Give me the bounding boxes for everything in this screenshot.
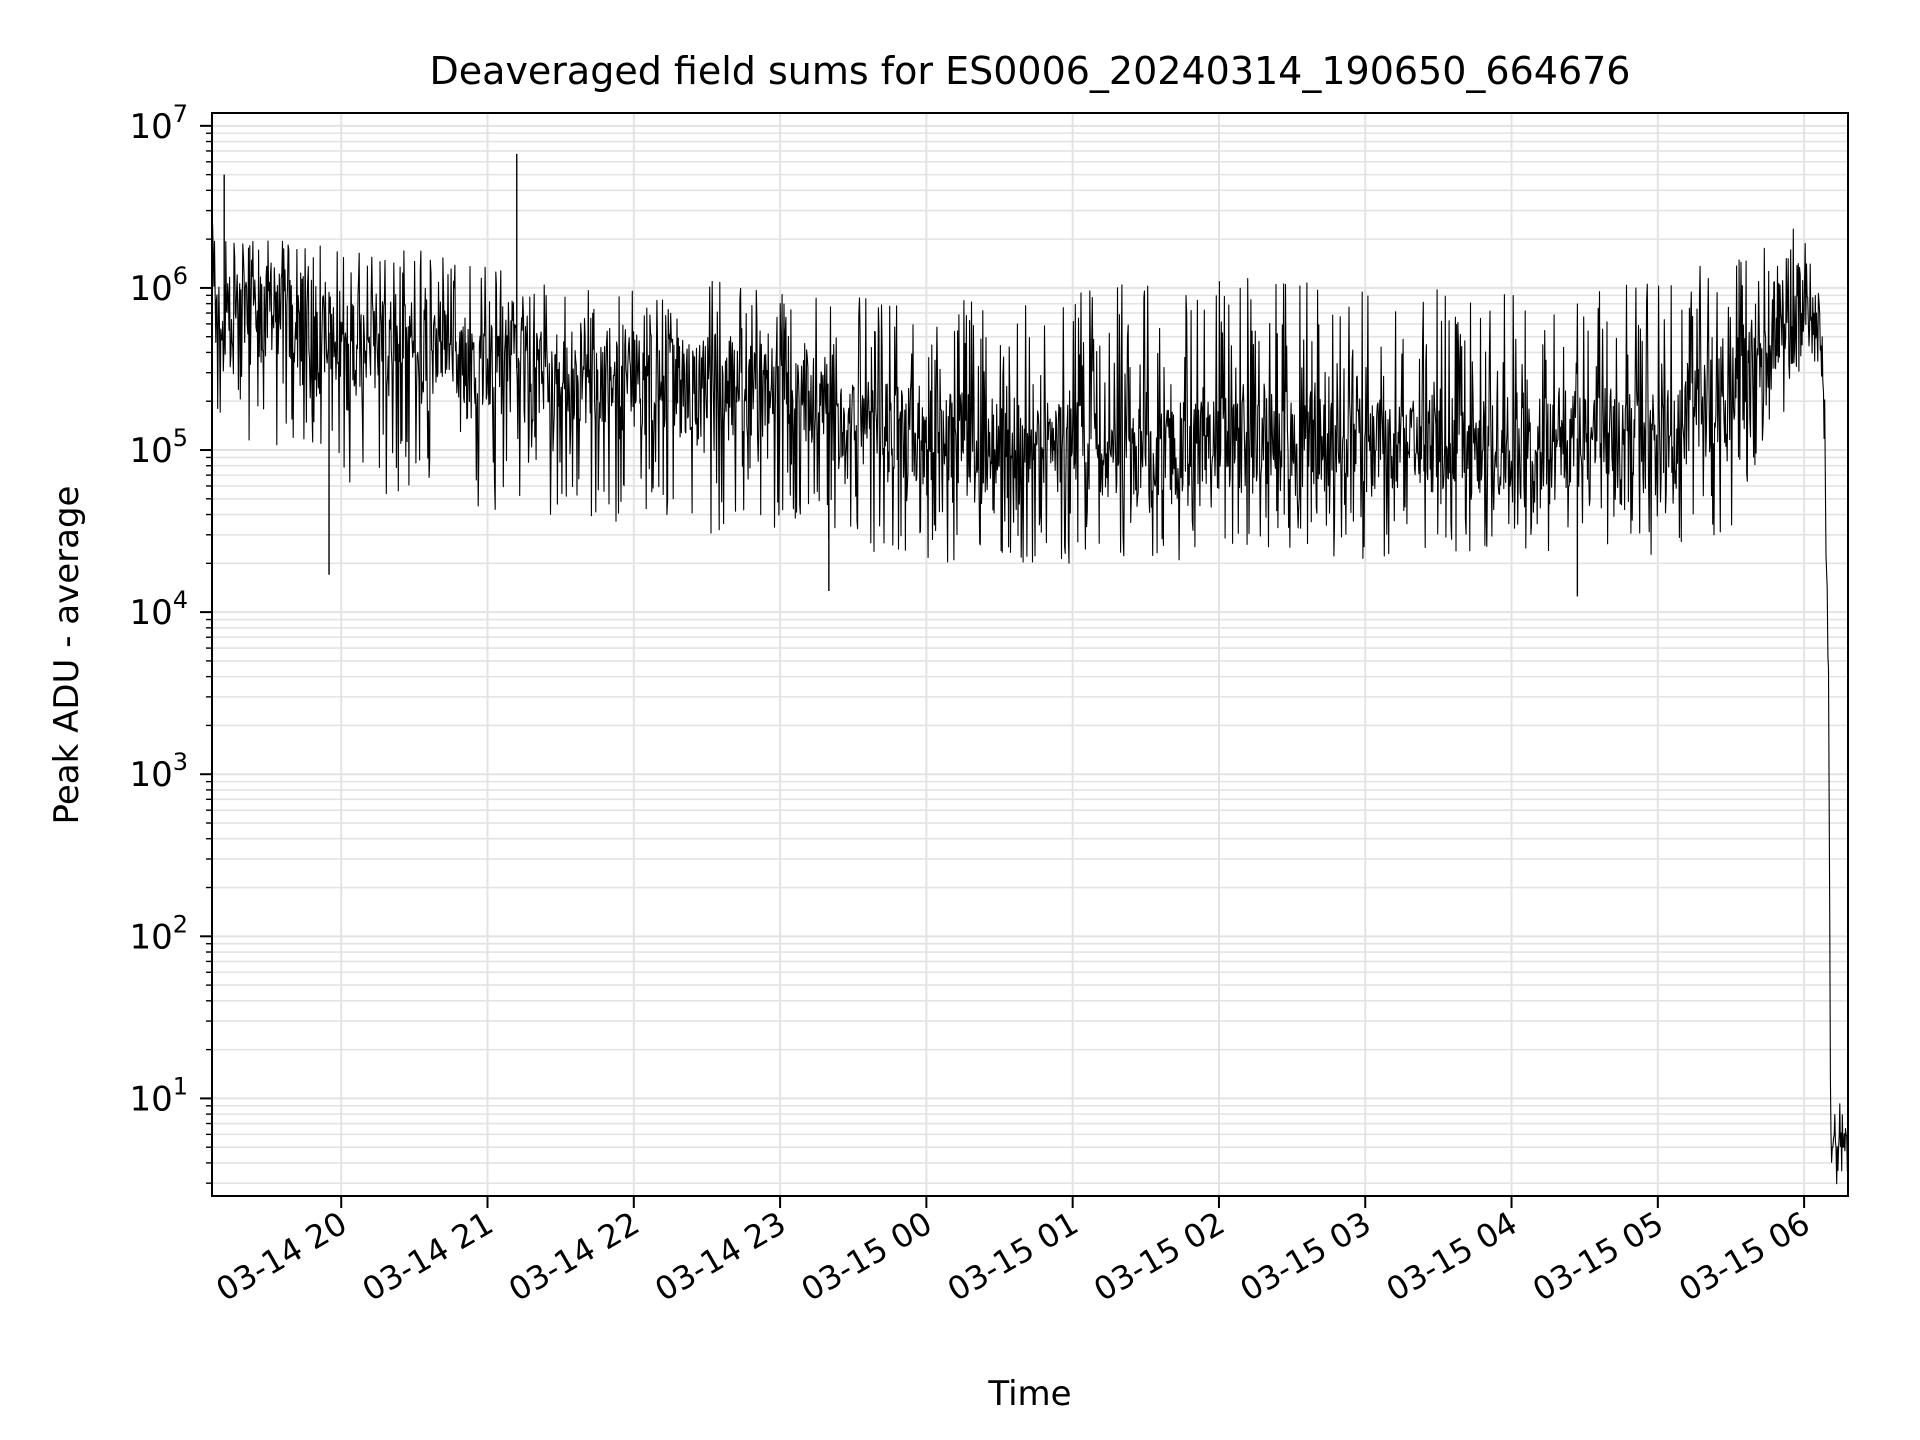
plot-frame [211, 112, 1849, 1197]
series-layer [211, 154, 1849, 1185]
chart-title: Deaveraged field sums for ES0006_2024031… [430, 49, 1631, 93]
y-tick-label: 102 [129, 910, 188, 957]
y-tick-label: 103 [129, 748, 188, 795]
x-axis-label: Time [987, 1374, 1071, 1414]
y-tick-label: 105 [129, 424, 188, 471]
y-axis-label: Peak ADU - average [47, 486, 87, 825]
y-tick-label: 104 [129, 586, 188, 633]
series-line [211, 223, 1849, 1185]
y-tick-label: 101 [129, 1072, 188, 1119]
y-axis: 101 102 103 104 105 106 107 [129, 100, 212, 1184]
grid [212, 113, 1848, 1196]
y-tick-label: 107 [129, 100, 188, 147]
y-tick-label: 106 [129, 262, 188, 309]
